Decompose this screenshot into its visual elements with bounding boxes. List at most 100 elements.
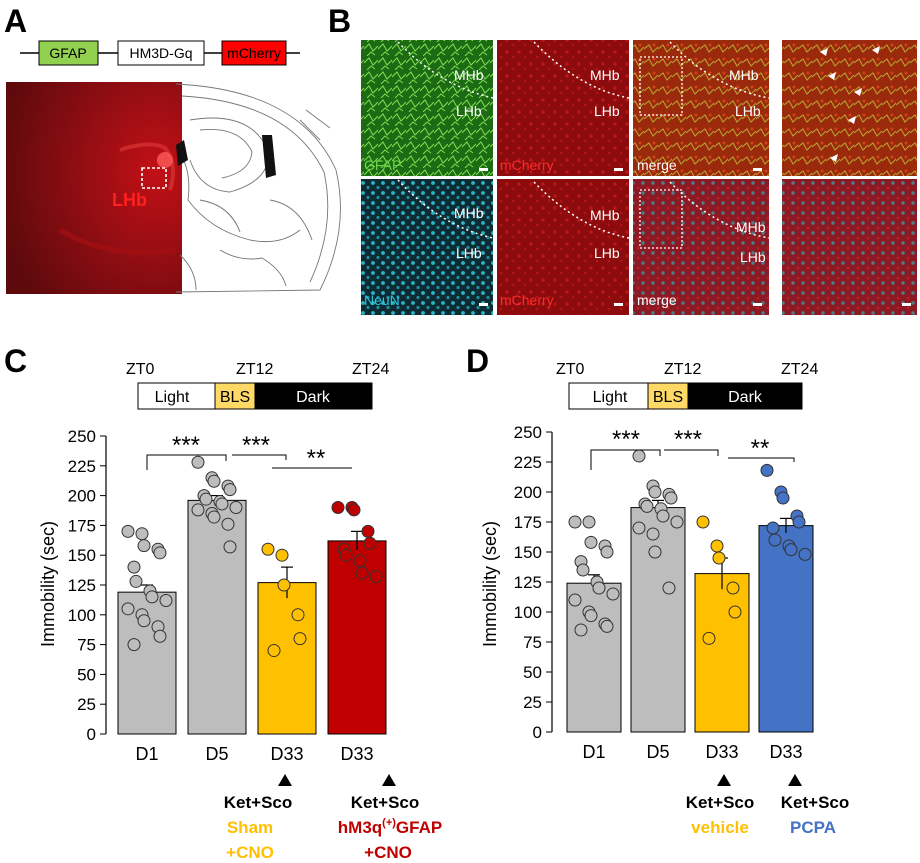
c-data-point — [207, 510, 221, 524]
axis-d: 0 25 50 75 100 125 150 175 200 225 250 — [514, 423, 553, 742]
svg-text:LHb: LHb — [740, 249, 766, 265]
svg-text:hM3q(+)GFAP: hM3q(+)GFAP — [338, 817, 442, 837]
construct-hm3d-label: HM3D-Gq — [129, 45, 192, 61]
categories-c: D1 D5 D33 D33 — [135, 744, 373, 764]
c-y-tick-label: 75 — [77, 636, 96, 655]
c-data-point — [153, 546, 167, 560]
d-data-point — [576, 563, 590, 577]
d-data-point — [632, 521, 646, 535]
d-data-point — [712, 551, 726, 565]
c-data-point — [191, 503, 205, 517]
micrograph-mcherry-bottom-label: mCherry — [500, 292, 554, 308]
c-data-point — [135, 527, 149, 541]
treatment-labels-c: Ket+Sco Ket+Sco Sham +CNO hM3q(+)GFAP +C… — [224, 774, 442, 862]
c-y-tick-label: 250 — [68, 427, 96, 446]
c-data-point — [129, 574, 143, 588]
d-data-point — [728, 605, 742, 619]
svg-text:+CNO: +CNO — [364, 843, 412, 862]
d-y-tick-label: 0 — [533, 723, 542, 742]
construct-mcherry: mCherry — [221, 40, 287, 66]
d-data-point — [648, 545, 662, 559]
d-y-tick-label: 100 — [514, 603, 542, 622]
d-y-tick-label: 75 — [523, 633, 542, 652]
c-data-point — [277, 578, 291, 592]
c-category-label: D1 — [135, 744, 158, 764]
bars-c — [117, 495, 387, 735]
bars-d — [566, 499, 814, 733]
construct-hm3d: HM3D-Gq — [117, 40, 205, 66]
c-data-point — [121, 602, 135, 616]
d-data-point — [584, 609, 598, 623]
d-data-point — [710, 539, 724, 553]
brain-atlas-drawing — [175, 83, 341, 293]
c-data-point — [223, 483, 237, 497]
c-data-point — [127, 638, 141, 652]
svg-text:ZT0: ZT0 — [126, 361, 155, 378]
micrograph-merge-bottom-label: merge — [637, 292, 677, 308]
svg-text:Sham: Sham — [227, 818, 273, 837]
c-y-tick-label: 150 — [68, 546, 96, 565]
micrograph-merge-top: MHb LHb merge — [633, 40, 770, 176]
svg-text:ZT12: ZT12 — [236, 361, 273, 378]
d-data-point — [574, 623, 588, 637]
c-data-point — [153, 629, 167, 643]
micrograph-gfap-label: GFAP — [364, 157, 401, 173]
svg-text:ZT24: ZT24 — [781, 361, 818, 378]
svg-text:Ket+Sco: Ket+Sco — [351, 793, 420, 812]
svg-text:Ket+Sco: Ket+Sco — [781, 793, 850, 812]
c-data-point — [215, 497, 229, 511]
d-y-tick-label: 225 — [514, 453, 542, 472]
c-y-tick-label: 50 — [77, 665, 96, 684]
c-data-point — [363, 536, 377, 550]
svg-text:Light: Light — [593, 389, 628, 406]
svg-text:MHb: MHb — [590, 207, 620, 223]
axis-c: 0 25 50 75 100 125 150 175 200 225 250 — [68, 427, 107, 744]
d-data-point — [776, 491, 790, 505]
ylabel-d: Immobility (sec) — [480, 521, 500, 647]
micrograph-zoom-bottom — [782, 179, 917, 315]
brain-lhb-label: LHb — [112, 190, 147, 210]
c-y-tick-label: 175 — [68, 516, 96, 535]
d-data-point — [568, 515, 582, 529]
micrograph-neun-label: NeuN — [364, 292, 400, 308]
d-data-point — [582, 515, 596, 529]
c-data-point — [229, 501, 243, 515]
d-data-point — [600, 545, 614, 559]
d-category-label: D5 — [646, 742, 669, 762]
sig-c-3: ** — [307, 445, 326, 472]
svg-text:LHb: LHb — [594, 245, 620, 261]
d-data-point — [656, 509, 670, 523]
c-data-point — [339, 548, 353, 562]
d-category-label: D1 — [582, 742, 605, 762]
points-c — [121, 455, 383, 658]
micrograph-mcherry-top-label: mCherry — [500, 157, 554, 173]
d-data-point — [766, 521, 780, 535]
svg-text:ZT0: ZT0 — [556, 361, 585, 378]
d-y-tick-label: 50 — [523, 663, 542, 682]
construct-gfap-label: GFAP — [49, 45, 86, 61]
d-data-point — [760, 463, 774, 477]
d-data-point — [784, 543, 798, 557]
svg-text:+CNO: +CNO — [226, 843, 274, 862]
c-y-tick-label: 0 — [87, 725, 96, 744]
svg-text:PCPA: PCPA — [790, 818, 836, 837]
c-data-point — [207, 474, 221, 488]
svg-text:MHb: MHb — [454, 205, 484, 221]
sig-d-3: ** — [751, 435, 770, 462]
c-data-point — [223, 540, 237, 554]
d-category-label: D33 — [769, 742, 802, 762]
panel-d: D ZT0 ZT12 ZT24 Light BLS Dark Immobilit… — [466, 343, 849, 837]
c-data-point — [369, 570, 383, 584]
treatment-labels-d: Ket+Sco Ket+Sco vehicle PCPA — [686, 774, 850, 837]
c-data-point — [293, 632, 307, 646]
micrograph-merge-top-label: merge — [637, 157, 677, 173]
sig-d-1: *** — [612, 426, 640, 453]
d-data-point — [606, 587, 620, 601]
d-y-tick-label: 250 — [514, 423, 542, 442]
svg-text:Dark: Dark — [296, 389, 331, 406]
svg-text:Dark: Dark — [728, 389, 763, 406]
c-y-tick-label: 225 — [68, 457, 96, 476]
significance-d — [590, 449, 795, 470]
c-data-point — [347, 503, 361, 517]
timeline-d: ZT0 ZT12 ZT24 Light BLS Dark — [556, 361, 818, 410]
